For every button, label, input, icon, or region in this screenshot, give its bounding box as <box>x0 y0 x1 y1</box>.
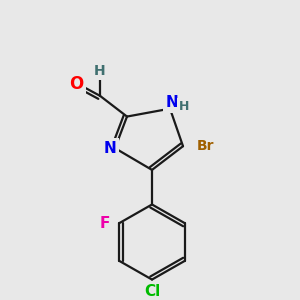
Text: N: N <box>166 95 178 110</box>
Text: H: H <box>179 100 189 113</box>
Text: H: H <box>94 64 106 78</box>
Text: O: O <box>69 75 83 93</box>
Text: Br: Br <box>196 139 214 153</box>
Text: F: F <box>100 216 110 231</box>
Text: Cl: Cl <box>144 284 160 299</box>
Text: N: N <box>103 141 116 156</box>
